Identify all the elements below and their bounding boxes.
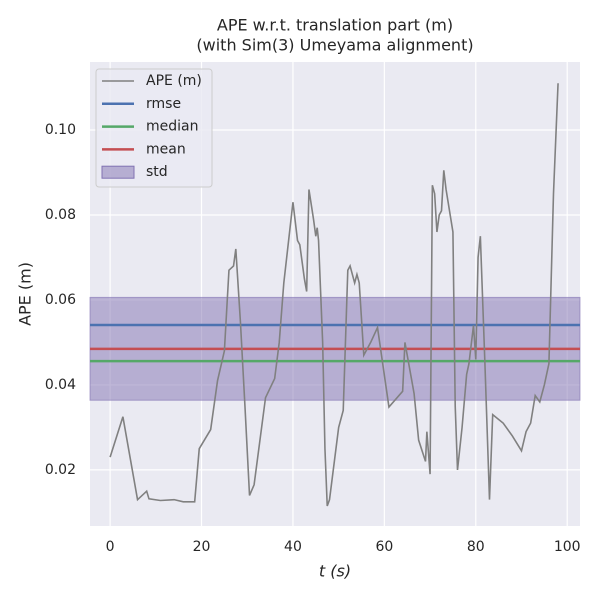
legend-label: APE (m) xyxy=(146,73,202,89)
legend-label: mean xyxy=(146,141,186,157)
x-tick-label: 80 xyxy=(467,539,485,555)
x-tick-label: 0 xyxy=(106,539,115,555)
legend-swatch xyxy=(101,165,135,179)
legend-label: median xyxy=(146,119,198,135)
ape-line xyxy=(109,83,559,507)
x-tick-label: 20 xyxy=(193,539,211,555)
x-tick-label: 60 xyxy=(375,539,393,555)
legend-label: std xyxy=(146,164,168,180)
chart-subtitle: (with Sim(3) Umeyama alignment) xyxy=(196,36,473,55)
y-tick-label: 0.10 xyxy=(45,122,76,138)
x-axis-label: t (s) xyxy=(319,562,351,581)
legend-label: rmse xyxy=(146,96,181,112)
y-axis-label: APE (m) xyxy=(16,262,35,326)
y-tick-label: 0.08 xyxy=(45,207,76,223)
legend-box xyxy=(95,68,213,188)
y-tick-label: 0.02 xyxy=(45,462,76,478)
y-tick-label: 0.06 xyxy=(45,292,76,308)
y-tick-label: 0.04 xyxy=(45,377,76,393)
chart-title: APE w.r.t. translation part (m) xyxy=(217,16,453,35)
x-tick-label: 100 xyxy=(554,539,581,555)
x-tick-label: 40 xyxy=(284,539,302,555)
